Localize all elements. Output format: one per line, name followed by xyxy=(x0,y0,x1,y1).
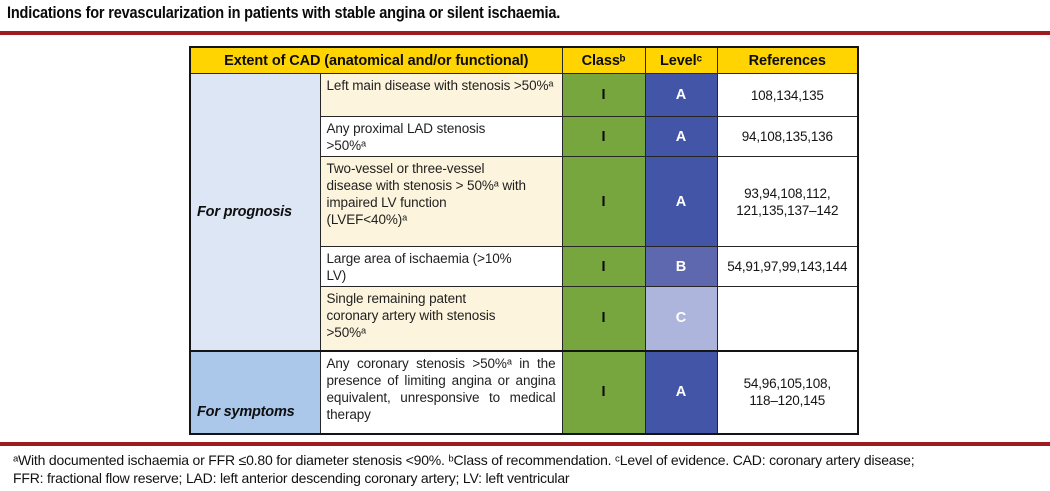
table-row: Any proximal LAD stenosis >50%ᵃ I A 94,1… xyxy=(190,116,859,157)
extent-cell: Two-vessel or three-vessel disease with … xyxy=(319,156,563,247)
bottom-red-rule xyxy=(0,442,1050,446)
row-group-prognosis: For prognosis xyxy=(189,73,321,351)
header-row: Extent of CAD (anatomical and/or functio… xyxy=(189,46,859,74)
references-cell: 54,91,97,99,143,144 xyxy=(716,246,859,287)
col-header-references: References xyxy=(716,46,859,74)
table-row: For prognosis Left main disease with ste… xyxy=(189,73,859,351)
extent-cell: Large area of ischaemia (>10% LV) xyxy=(319,246,563,287)
extent-cell: Left main disease with stenosis >50%ᵃ xyxy=(319,73,563,117)
class-cell: I xyxy=(561,286,646,351)
table-row: For symptoms Any coronary stenosis >50%ᵃ… xyxy=(189,349,859,434)
class-cell: I xyxy=(561,349,646,434)
table-row: Two-vessel or three-vessel disease with … xyxy=(190,156,859,247)
references-cell: 54,96,105,108, 118–120,145 xyxy=(716,349,859,434)
table-row: Single remaining patent coronary artery … xyxy=(190,286,859,351)
references-cell: 93,94,108,112, 121,135,137–142 xyxy=(716,156,859,247)
figure-title: Indications for revascularization in pat… xyxy=(7,4,561,22)
extent-cell: Any coronary stenosis >50%ᵃ in the prese… xyxy=(319,349,563,434)
level-cell: A xyxy=(644,349,718,434)
class-cell: I xyxy=(561,73,646,117)
level-cell: A xyxy=(644,73,718,117)
extent-cell: Single remaining patent coronary artery … xyxy=(319,286,563,351)
row-group-symptoms: For symptoms xyxy=(189,349,321,434)
references-cell: 108,134,135 xyxy=(716,73,859,117)
references-cell: 94,108,135,136 xyxy=(716,116,859,157)
col-header-class: Classᵇ xyxy=(561,46,646,74)
references-cell xyxy=(716,286,859,351)
col-header-extent: Extent of CAD (anatomical and/or functio… xyxy=(189,46,563,74)
class-cell: I xyxy=(561,156,646,247)
indications-table: Extent of CAD (anatomical and/or functio… xyxy=(189,46,859,435)
footnote: ᵃWith documented ischaemia or FFR ≤0.80 … xyxy=(13,452,1045,487)
level-cell: A xyxy=(644,156,718,247)
class-cell: I xyxy=(561,246,646,287)
col-header-level: Levelᶜ xyxy=(644,46,718,74)
table-row: Large area of ischaemia (>10% LV) I B 54… xyxy=(190,246,859,287)
level-cell: B xyxy=(644,246,718,287)
footnote-line: FFR: fractional flow reserve; LAD: left … xyxy=(13,469,570,486)
footnote-line: ᵃWith documented ischaemia or FFR ≤0.80 … xyxy=(13,452,915,468)
class-cell: I xyxy=(561,116,646,157)
top-red-rule xyxy=(0,31,1050,35)
level-cell: A xyxy=(644,116,718,157)
level-cell: C xyxy=(644,286,718,351)
extent-cell: Any proximal LAD stenosis >50%ᵃ xyxy=(319,116,563,157)
